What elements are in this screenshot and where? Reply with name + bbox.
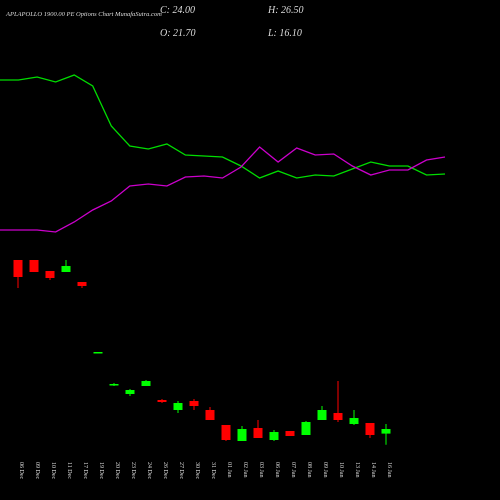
candle-body: [365, 423, 375, 435]
x-tick-label: 14 Jan: [370, 462, 376, 478]
high-label: H: 26.50: [267, 5, 304, 16]
candle-body: [205, 410, 215, 420]
x-tick-label: 30 Dec: [194, 462, 200, 479]
x-tick-label: 07 Jan: [290, 462, 296, 478]
candle-body: [333, 413, 343, 420]
x-tick-label: 09 Dec: [34, 462, 40, 479]
candle-body: [157, 400, 167, 402]
candle-body: [45, 271, 55, 278]
candle-body: [173, 403, 183, 410]
x-tick-label: 13 Jan: [354, 462, 360, 478]
x-tick-label: 06 Dec: [18, 462, 24, 479]
candle-body: [221, 425, 231, 440]
candle-body: [317, 410, 327, 420]
close-label: C: 24.00: [160, 5, 195, 16]
x-tick-label: 24 Dec: [146, 462, 152, 479]
candle-body: [93, 352, 103, 354]
candle-body: [141, 381, 151, 386]
candle-body: [109, 384, 119, 386]
open-label: O: 21.70: [160, 28, 196, 39]
x-tick-label: 23 Dec: [130, 462, 136, 479]
x-tick-label: 02 Jan: [242, 462, 248, 478]
candle-body: [349, 418, 359, 424]
x-tick-label: 26 Dec: [162, 462, 168, 479]
x-tick-label: 08 Jan: [306, 462, 312, 478]
low-label: L: 16.10: [267, 28, 302, 39]
x-tick-label: 16 Jan: [386, 462, 392, 478]
x-tick-label: 06 Jan: [274, 462, 280, 478]
x-tick-label: 17 Dec: [82, 462, 88, 479]
candle-body: [125, 390, 135, 394]
candle-body: [61, 266, 71, 272]
x-tick-label: 31 Dec: [210, 462, 216, 479]
x-tick-label: 09 Jan: [322, 462, 328, 478]
x-tick-label: 20 Dec: [114, 462, 120, 479]
indicator-line: [0, 74, 446, 179]
candle-body: [381, 429, 391, 434]
x-tick-label: 01 Jan: [226, 462, 232, 478]
candle-body: [29, 260, 39, 272]
candle-body: [189, 401, 199, 406]
x-tick-label: 10 Dec: [50, 462, 56, 479]
chart-title: APLAPOLLO 1900.00 PE Options Chart Munaf…: [5, 11, 162, 18]
candle-body: [301, 422, 311, 435]
candle-body: [237, 429, 247, 441]
indicator-line: [0, 146, 446, 233]
candle-body: [269, 432, 279, 440]
x-tick-label: 10 Jan: [338, 462, 344, 478]
candle-body: [285, 431, 295, 436]
x-tick-label: 27 Dec: [178, 462, 184, 479]
candle-body: [253, 428, 263, 438]
x-tick-label: 19 Dec: [98, 462, 104, 479]
x-tick-label: 03 Jan: [258, 462, 264, 478]
candle-body: [77, 282, 87, 286]
x-tick-label: 11 Dec: [66, 462, 72, 479]
candle-body: [13, 260, 23, 277]
